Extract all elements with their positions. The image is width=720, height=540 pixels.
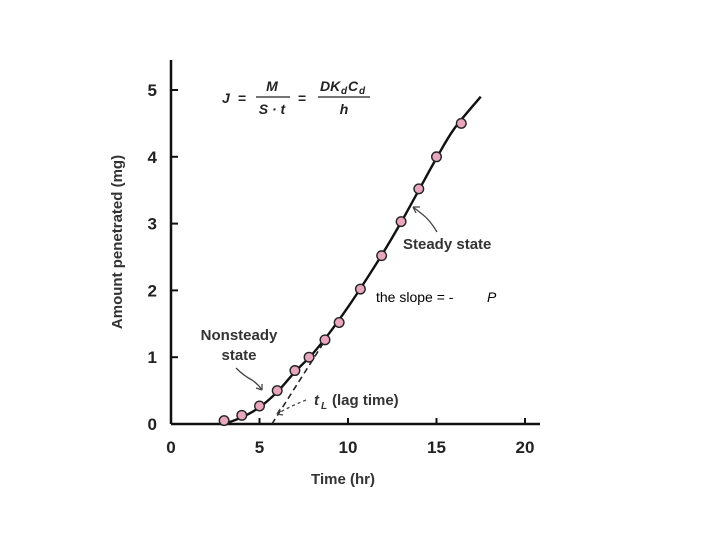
y-tick-label: 5: [148, 81, 157, 100]
x-tick-label: 20: [516, 438, 535, 457]
data-point: [333, 316, 345, 328]
y-axis-title: Amount penetrated (mg): [109, 155, 126, 329]
equation-frac2-dk-sub: d: [341, 86, 348, 97]
lag-symbol-sub: L: [321, 401, 327, 412]
lag-time-label: t L (lag time): [314, 392, 399, 412]
x-tick-label: 5: [255, 438, 264, 457]
equation-frac2-dk: DK: [320, 78, 341, 94]
x-tick-label: 0: [166, 438, 175, 457]
data-point: [253, 400, 265, 412]
data-point: [395, 216, 407, 228]
equation-frac2-denominator: h: [340, 101, 349, 117]
y-tick-label: 0: [148, 415, 157, 434]
x-tick-label: 10: [339, 438, 358, 457]
nonsteady-label-line1: Nonsteady: [201, 327, 278, 344]
equation-equals-1: =: [238, 90, 246, 106]
extrapolation-group: [271, 340, 326, 425]
data-point: [319, 334, 331, 346]
data-point: [413, 183, 425, 195]
steady-state-label: Steady state: [403, 236, 491, 253]
data-points: [218, 117, 467, 427]
nonsteady-pointer: [235, 367, 263, 391]
steady-state-arrowhead: [412, 206, 420, 214]
axis-ticks: [170, 89, 526, 425]
data-point: [218, 415, 230, 427]
y-tick-label: 2: [148, 281, 157, 300]
x-axis-title: Time (hr): [311, 471, 375, 488]
lag-symbol: t: [314, 392, 320, 409]
equation-frac2-c-sub: d: [359, 86, 366, 97]
data-point: [289, 365, 301, 377]
lag-time-pointer: [276, 399, 307, 415]
lag-time-arrowhead: [276, 408, 284, 416]
data-point: [354, 283, 366, 295]
equation-frac1-numerator: M: [266, 78, 278, 94]
equation-lhs: J: [222, 90, 231, 106]
y-tick-label: 1: [148, 348, 157, 367]
slope-variable: P: [487, 289, 497, 305]
equation-equals-2: =: [298, 90, 306, 106]
y-tick-label: 3: [148, 215, 157, 234]
equation-frac2-numerator: DK d C d: [320, 78, 366, 97]
x-tick-label: 15: [427, 438, 446, 457]
data-point: [455, 117, 467, 129]
nonsteady-arrowhead: [255, 384, 263, 391]
y-tick-label: 4: [148, 148, 158, 167]
penetration-curve: [223, 95, 482, 426]
data-point: [236, 409, 248, 421]
data-point: [303, 351, 315, 363]
nonsteady-label-line2: state: [221, 347, 256, 364]
lag-text: (lag time): [332, 392, 399, 409]
axis-tick-labels: 0 5 10 15 20 0 1 2 3 4 5: [148, 81, 535, 457]
slope-overlay-label: the slope = - P: [376, 289, 497, 305]
data-point: [271, 385, 283, 397]
slope-prefix: the slope = -: [376, 289, 454, 305]
flux-equation: J = M S · t = DK d C d h: [222, 78, 370, 117]
lag-extrapolation-line: [271, 340, 326, 425]
equation-frac1-denominator: S · t: [259, 101, 287, 117]
equation-frac2-c: C: [348, 78, 359, 94]
curve-group: [223, 95, 482, 426]
steady-state-pointer: [412, 206, 438, 233]
data-point: [431, 151, 443, 163]
data-point: [376, 250, 388, 262]
